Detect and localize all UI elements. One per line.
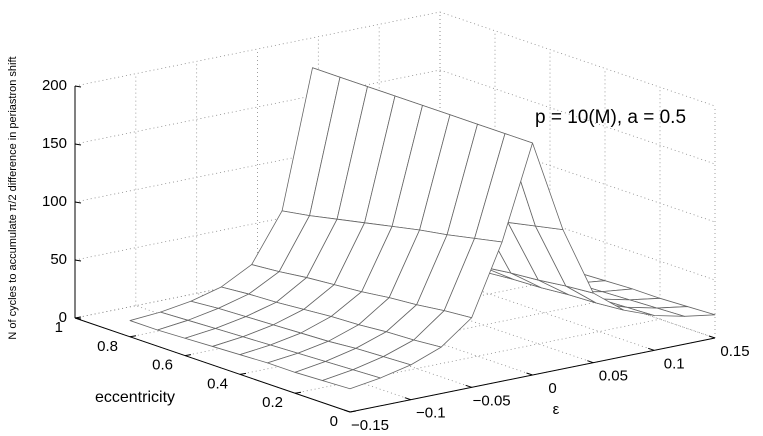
x-tick	[587, 360, 594, 364]
y-axis	[74, 317, 351, 413]
y-tick-label: 0	[330, 413, 338, 430]
x-tick	[708, 335, 716, 339]
x-tick-label: 0	[548, 380, 556, 397]
y-tick	[184, 354, 192, 357]
z-tick-label: 100	[42, 193, 67, 210]
grid-line	[439, 243, 716, 339]
z-tick-label: 200	[42, 77, 67, 94]
y-tick	[349, 410, 357, 413]
x-tick-label: −0.15	[351, 417, 389, 434]
z-tick-label: 0	[59, 309, 67, 326]
z-tick-label: 50	[50, 251, 67, 268]
x-tick	[343, 409, 351, 413]
surface	[129, 67, 716, 390]
grid-line	[379, 255, 655, 351]
x-tick	[526, 372, 533, 376]
grid-line	[135, 305, 411, 401]
grid-line	[318, 268, 594, 364]
grid-line	[257, 280, 533, 376]
x-tick	[404, 397, 411, 401]
x-tick	[648, 347, 655, 351]
grid-line	[439, 11, 716, 107]
y-tick-label: 0.4	[207, 375, 228, 392]
y-tick-label: 0.6	[152, 357, 173, 374]
x-tick-label: −0.1	[416, 405, 446, 422]
z-tick	[74, 317, 82, 320]
x-tick-label: 0.1	[664, 355, 685, 372]
z-tick	[74, 259, 82, 262]
z-axis-label: N of cycles to accumulate π/2 difference…	[7, 56, 19, 339]
y-tick	[294, 391, 302, 394]
x-tick-label: −0.05	[473, 392, 511, 409]
x-tick-label: 0.05	[599, 368, 628, 385]
grid-line	[439, 69, 716, 165]
y-tick	[239, 372, 247, 375]
y-tick	[129, 335, 137, 338]
y-tick-label: 0.8	[97, 338, 118, 355]
x-tick-label: 0.15	[720, 343, 749, 360]
z-tick	[74, 143, 82, 146]
z-tick	[74, 85, 82, 88]
y-tick-label: 0.2	[262, 394, 283, 411]
y-tick-label: 1	[55, 319, 63, 336]
axes: −0.15 −0.1 −0.05 0 0.05 0.1 0.15 0 0.2 0.4 0.6 0.8 1…	[42, 77, 750, 434]
z-tick-label: 150	[42, 135, 67, 152]
y-axis-label: eccentricity	[95, 389, 175, 406]
annotation: p = 10(M), a = 0.5	[535, 107, 686, 128]
grid-line	[196, 292, 472, 388]
x-tick	[465, 384, 472, 388]
surface-patch	[322, 369, 381, 390]
z-tick	[74, 201, 82, 204]
x-axis-label: ε	[553, 401, 560, 418]
